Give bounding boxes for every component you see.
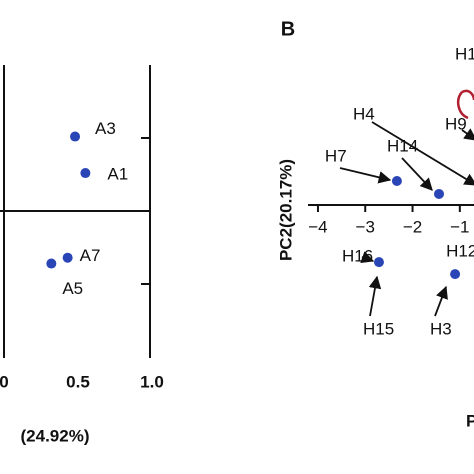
- x-axis-label: P: [466, 411, 474, 430]
- point: [450, 269, 461, 280]
- point: [70, 131, 81, 142]
- y-axis-label: PC2(20.17%): [276, 159, 295, 261]
- point-label: A3: [95, 119, 116, 138]
- arrow: [368, 275, 382, 317]
- x-tick-label: −4: [308, 217, 327, 236]
- arrow: [434, 285, 448, 317]
- x-tick-label: 0: [0, 372, 9, 391]
- x-tick-label: −3: [356, 217, 375, 236]
- arrow: [339, 167, 392, 184]
- point-label: H7: [325, 146, 347, 165]
- arrow: [360, 251, 375, 264]
- x-tick-label: 1.0: [140, 372, 164, 391]
- panel-label: B: [281, 18, 295, 40]
- point: [391, 176, 402, 186]
- annotation: H9: [445, 114, 467, 133]
- annotation: H3: [430, 319, 452, 338]
- annotation: H15: [363, 319, 394, 338]
- point: [373, 257, 384, 268]
- annotation: H10: [455, 44, 474, 63]
- arrow: [461, 128, 474, 141]
- annotation: H4: [353, 104, 375, 123]
- point-label: H14: [387, 136, 418, 155]
- x-tick-label: −1: [450, 217, 469, 236]
- point-label: A1: [107, 165, 128, 184]
- point-label: H12: [446, 242, 474, 261]
- x-axis-label: (24.92%): [21, 426, 90, 445]
- x-tick-label: −2: [403, 217, 422, 236]
- point-label: H16: [342, 247, 373, 266]
- point: [80, 168, 91, 179]
- point: [62, 252, 73, 263]
- point-label: A7: [80, 246, 101, 265]
- point: [434, 188, 445, 199]
- point: [46, 258, 57, 269]
- x-tick-label: 0.5: [66, 372, 90, 391]
- arrow: [401, 157, 433, 191]
- point-label: A5: [62, 279, 83, 298]
- arrow: [371, 121, 474, 186]
